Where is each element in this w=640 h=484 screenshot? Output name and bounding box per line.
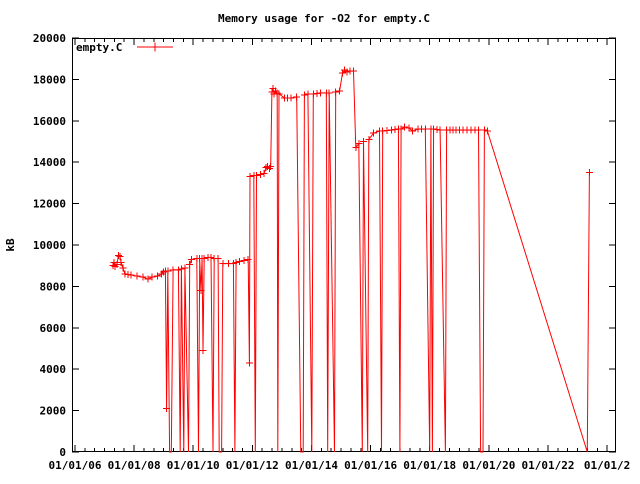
legend-marker-line [137, 42, 173, 52]
y-axis-label: kB [4, 238, 17, 252]
y-tick-label: 8000 [40, 280, 67, 293]
y-tick-label: 4000 [40, 363, 67, 376]
chart-title: Memory usage for -O2 for empty.C [218, 12, 430, 25]
y-tick-label: 0 [59, 446, 66, 459]
y-tick-label: 14000 [33, 156, 66, 169]
y-tick-label: 18000 [33, 73, 66, 86]
y-tick-label: 16000 [33, 115, 66, 128]
x-tick-label: 01/01/14 [285, 459, 338, 472]
x-tick-label: 01/01/22 [522, 459, 575, 472]
legend-label: empty.C [76, 41, 122, 54]
y-tick-label: 6000 [40, 322, 67, 335]
y-tick-label: 20000 [33, 32, 66, 45]
legend: empty.C [76, 41, 173, 54]
y-tick-label: 12000 [33, 198, 66, 211]
x-tick-label: 01/01/16 [344, 459, 397, 472]
series-line [112, 69, 590, 453]
y-tick-label: 2000 [40, 405, 67, 418]
series-markers [109, 66, 593, 412]
plot-border [72, 38, 616, 452]
x-tick-label: 01/01/10 [167, 459, 220, 472]
x-tick-label: 01/01/06 [49, 459, 102, 472]
x-tick-label: 01/01/08 [108, 459, 161, 472]
y-tick-label: 10000 [33, 239, 66, 252]
x-tick-label: 01/01/18 [403, 459, 456, 472]
x-tick-label: 01/01/12 [226, 459, 279, 472]
x-tick-label: 01/01/2 [584, 459, 630, 472]
x-tick-label: 01/01/20 [462, 459, 515, 472]
series-empty.C [109, 66, 593, 453]
